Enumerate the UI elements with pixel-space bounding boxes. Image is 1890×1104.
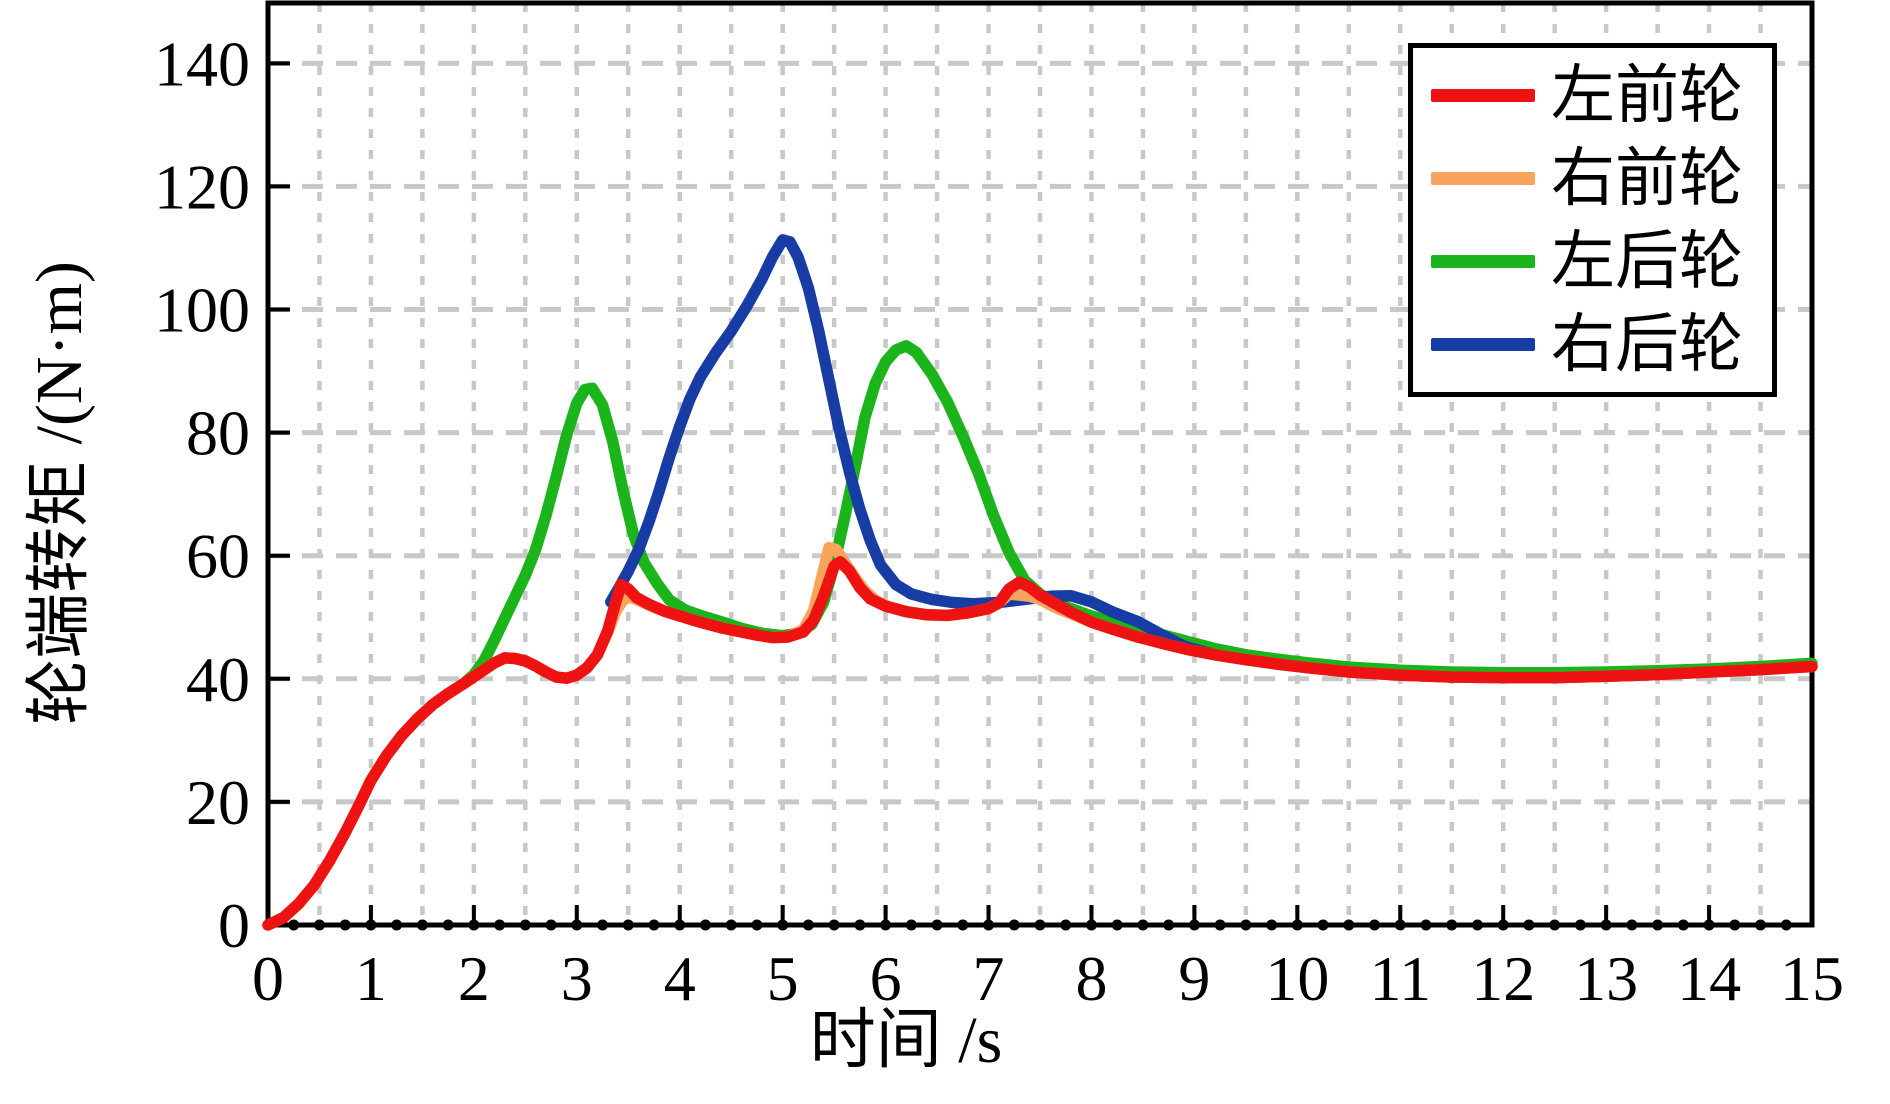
y-tick-label: 0 [218,890,250,961]
x-tick-label: 2 [458,943,490,1014]
x-tick-labels: 0 1 2 3 4 5 6 7 8 9 10 11 12 13 14 15 [252,943,1844,1014]
x-tick-label: 13 [1574,943,1638,1014]
y-tick-label: 60 [186,521,250,592]
x-axis-title: 时间 /s [809,1004,1003,1077]
x-tick-label: 4 [664,943,696,1014]
x-tick-label: 14 [1677,943,1741,1014]
legend-item-front-right: 右前轮 [1413,142,1772,214]
x-tick-label: 11 [1369,943,1431,1014]
x-tick-label: 0 [252,943,284,1014]
legend-item-front-left: 左前轮 [1413,59,1772,131]
x-tick-label: 6 [870,943,902,1014]
x-tick-label: 7 [973,943,1005,1014]
y-tick-label: 80 [186,398,250,469]
legend: 左前轮 右前轮 左后轮 右后轮 [1408,43,1777,397]
legend-item-rear-right: 右后轮 [1413,308,1772,380]
y-tick-label: 40 [186,644,250,715]
legend-label: 左后轮 [1551,225,1743,297]
x-tick-label: 12 [1471,943,1535,1014]
x-tick-label: 1 [355,943,387,1014]
y-axis-title: 轮端转矩 /(N·m) [23,261,96,725]
series-line-0 [262,556,1818,931]
x-tick-label: 3 [561,943,593,1014]
y-tick-label: 140 [154,28,250,99]
y-tick-label: 120 [154,151,250,222]
x-tick-label: 15 [1780,943,1844,1014]
y-tick-label: 20 [186,767,250,838]
x-tick-label: 5 [767,943,799,1014]
front-right-line-swatch-icon [1431,172,1535,185]
y-tick-labels: 0 20 40 60 80 100 120 140 [154,28,250,961]
legend-item-rear-left: 左后轮 [1413,225,1772,297]
x-tick-label: 10 [1265,943,1329,1014]
legend-label: 左前轮 [1551,59,1743,131]
legend-label: 右前轮 [1551,142,1743,214]
y-tick-label: 100 [154,275,250,346]
front-left-line-swatch-icon [1431,89,1535,102]
legend-label: 右后轮 [1551,308,1743,380]
x-tick-label: 8 [1075,943,1107,1014]
rear-right-line-swatch-icon [1431,338,1535,351]
x-axis-dot-markers [288,919,1792,931]
rear-left-line-swatch-icon [1431,255,1535,268]
x-tick-label: 9 [1178,943,1210,1014]
